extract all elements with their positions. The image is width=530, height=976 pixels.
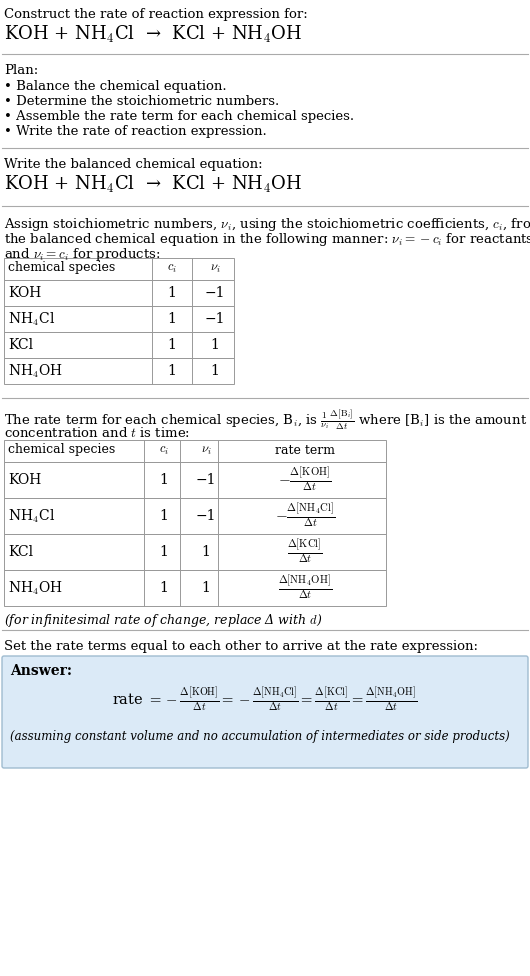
Text: 1: 1	[167, 312, 176, 326]
Text: rate term: rate term	[275, 444, 335, 458]
Text: KCl: KCl	[8, 338, 33, 352]
Text: KOH: KOH	[8, 473, 41, 487]
Bar	[4, 498, 386, 534]
Text: rate $= -\frac{\Delta[\mathrm{KOH}]}{\Delta t} = -\frac{\Delta[\mathrm{NH_4Cl}]}: rate $= -\frac{\Delta[\mathrm{KOH}]}{\De…	[112, 686, 418, 714]
Text: NH$_4$OH: NH$_4$OH	[8, 362, 63, 380]
Bar	[4, 462, 386, 498]
Text: 1: 1	[210, 364, 219, 378]
Text: Write the balanced chemical equation:: Write the balanced chemical equation:	[4, 158, 263, 171]
Text: concentration and $t$ is time:: concentration and $t$ is time:	[4, 426, 190, 440]
Text: • Assemble the rate term for each chemical species.: • Assemble the rate term for each chemic…	[4, 110, 354, 123]
Text: chemical species: chemical species	[8, 443, 115, 456]
Bar	[4, 306, 234, 332]
Text: −1: −1	[196, 473, 216, 487]
Text: NH$_4$Cl: NH$_4$Cl	[8, 310, 55, 328]
FancyBboxPatch shape	[2, 656, 528, 768]
Text: KOH: KOH	[8, 286, 41, 300]
Text: Plan:: Plan:	[4, 64, 38, 77]
Text: $c_i$: $c_i$	[159, 444, 169, 458]
Text: NH$_4$Cl: NH$_4$Cl	[8, 508, 55, 525]
Text: chemical species: chemical species	[8, 261, 115, 274]
Text: $-\frac{\Delta[\mathrm{NH_4Cl}]}{\Delta t}$: $-\frac{\Delta[\mathrm{NH_4Cl}]}{\Delta …	[275, 502, 335, 530]
Text: $\nu_i$: $\nu_i$	[209, 263, 220, 275]
Text: KOH + NH$_4$Cl  →  KCl + NH$_4$OH: KOH + NH$_4$Cl → KCl + NH$_4$OH	[4, 24, 302, 45]
Text: NH$_4$OH: NH$_4$OH	[8, 580, 63, 596]
Text: and $\nu_i = c_i$ for products:: and $\nu_i = c_i$ for products:	[4, 246, 161, 263]
Text: 1: 1	[210, 338, 219, 352]
Text: • Write the rate of reaction expression.: • Write the rate of reaction expression.	[4, 125, 267, 138]
Bar	[4, 258, 234, 280]
Bar	[4, 440, 386, 462]
Text: KOH + NH$_4$Cl  →  KCl + NH$_4$OH: KOH + NH$_4$Cl → KCl + NH$_4$OH	[4, 174, 302, 195]
Text: Answer:: Answer:	[10, 664, 72, 678]
Bar	[4, 570, 386, 606]
Text: 1: 1	[160, 509, 169, 523]
Text: 1: 1	[167, 338, 176, 352]
Text: Assign stoichiometric numbers, $\nu_i$, using the stoichiometric coefficients, $: Assign stoichiometric numbers, $\nu_i$, …	[4, 216, 530, 233]
Text: the balanced chemical equation in the following manner: $\nu_i = -c_i$ for react: the balanced chemical equation in the fo…	[4, 231, 530, 248]
Text: Set the rate terms equal to each other to arrive at the rate expression:: Set the rate terms equal to each other t…	[4, 640, 478, 653]
Text: $c_i$: $c_i$	[167, 263, 177, 275]
Bar	[4, 534, 386, 570]
Text: The rate term for each chemical species, B$_i$, is $\frac{1}{\nu_i}\frac{\Delta[: The rate term for each chemical species,…	[4, 408, 527, 432]
Bar	[4, 280, 234, 306]
Text: 1: 1	[160, 473, 169, 487]
Text: 1: 1	[160, 581, 169, 595]
Text: −1: −1	[205, 312, 225, 326]
Text: $\nu_i$: $\nu_i$	[201, 444, 211, 458]
Text: −1: −1	[196, 509, 216, 523]
Text: 1: 1	[167, 286, 176, 300]
Text: 1: 1	[160, 545, 169, 559]
Text: −1: −1	[205, 286, 225, 300]
Text: • Balance the chemical equation.: • Balance the chemical equation.	[4, 80, 227, 93]
Text: (assuming constant volume and no accumulation of intermediates or side products): (assuming constant volume and no accumul…	[10, 730, 510, 743]
Text: $-\frac{\Delta[\mathrm{KOH}]}{\Delta t}$: $-\frac{\Delta[\mathrm{KOH}]}{\Delta t}$	[278, 466, 332, 494]
Text: $\frac{\Delta[\mathrm{KCl}]}{\Delta t}$: $\frac{\Delta[\mathrm{KCl}]}{\Delta t}$	[287, 538, 323, 566]
Text: 1: 1	[201, 545, 210, 559]
Text: 1: 1	[201, 581, 210, 595]
Text: (for infinitesimal rate of change, replace Δ with $d$): (for infinitesimal rate of change, repla…	[4, 612, 322, 629]
Text: 1: 1	[167, 364, 176, 378]
Text: $\frac{\Delta[\mathrm{NH_4OH}]}{\Delta t}$: $\frac{\Delta[\mathrm{NH_4OH}]}{\Delta t…	[278, 574, 332, 602]
Bar	[4, 332, 234, 358]
Text: KCl: KCl	[8, 545, 33, 559]
Text: Construct the rate of reaction expression for:: Construct the rate of reaction expressio…	[4, 8, 308, 21]
Text: • Determine the stoichiometric numbers.: • Determine the stoichiometric numbers.	[4, 95, 279, 108]
Bar	[4, 358, 234, 384]
